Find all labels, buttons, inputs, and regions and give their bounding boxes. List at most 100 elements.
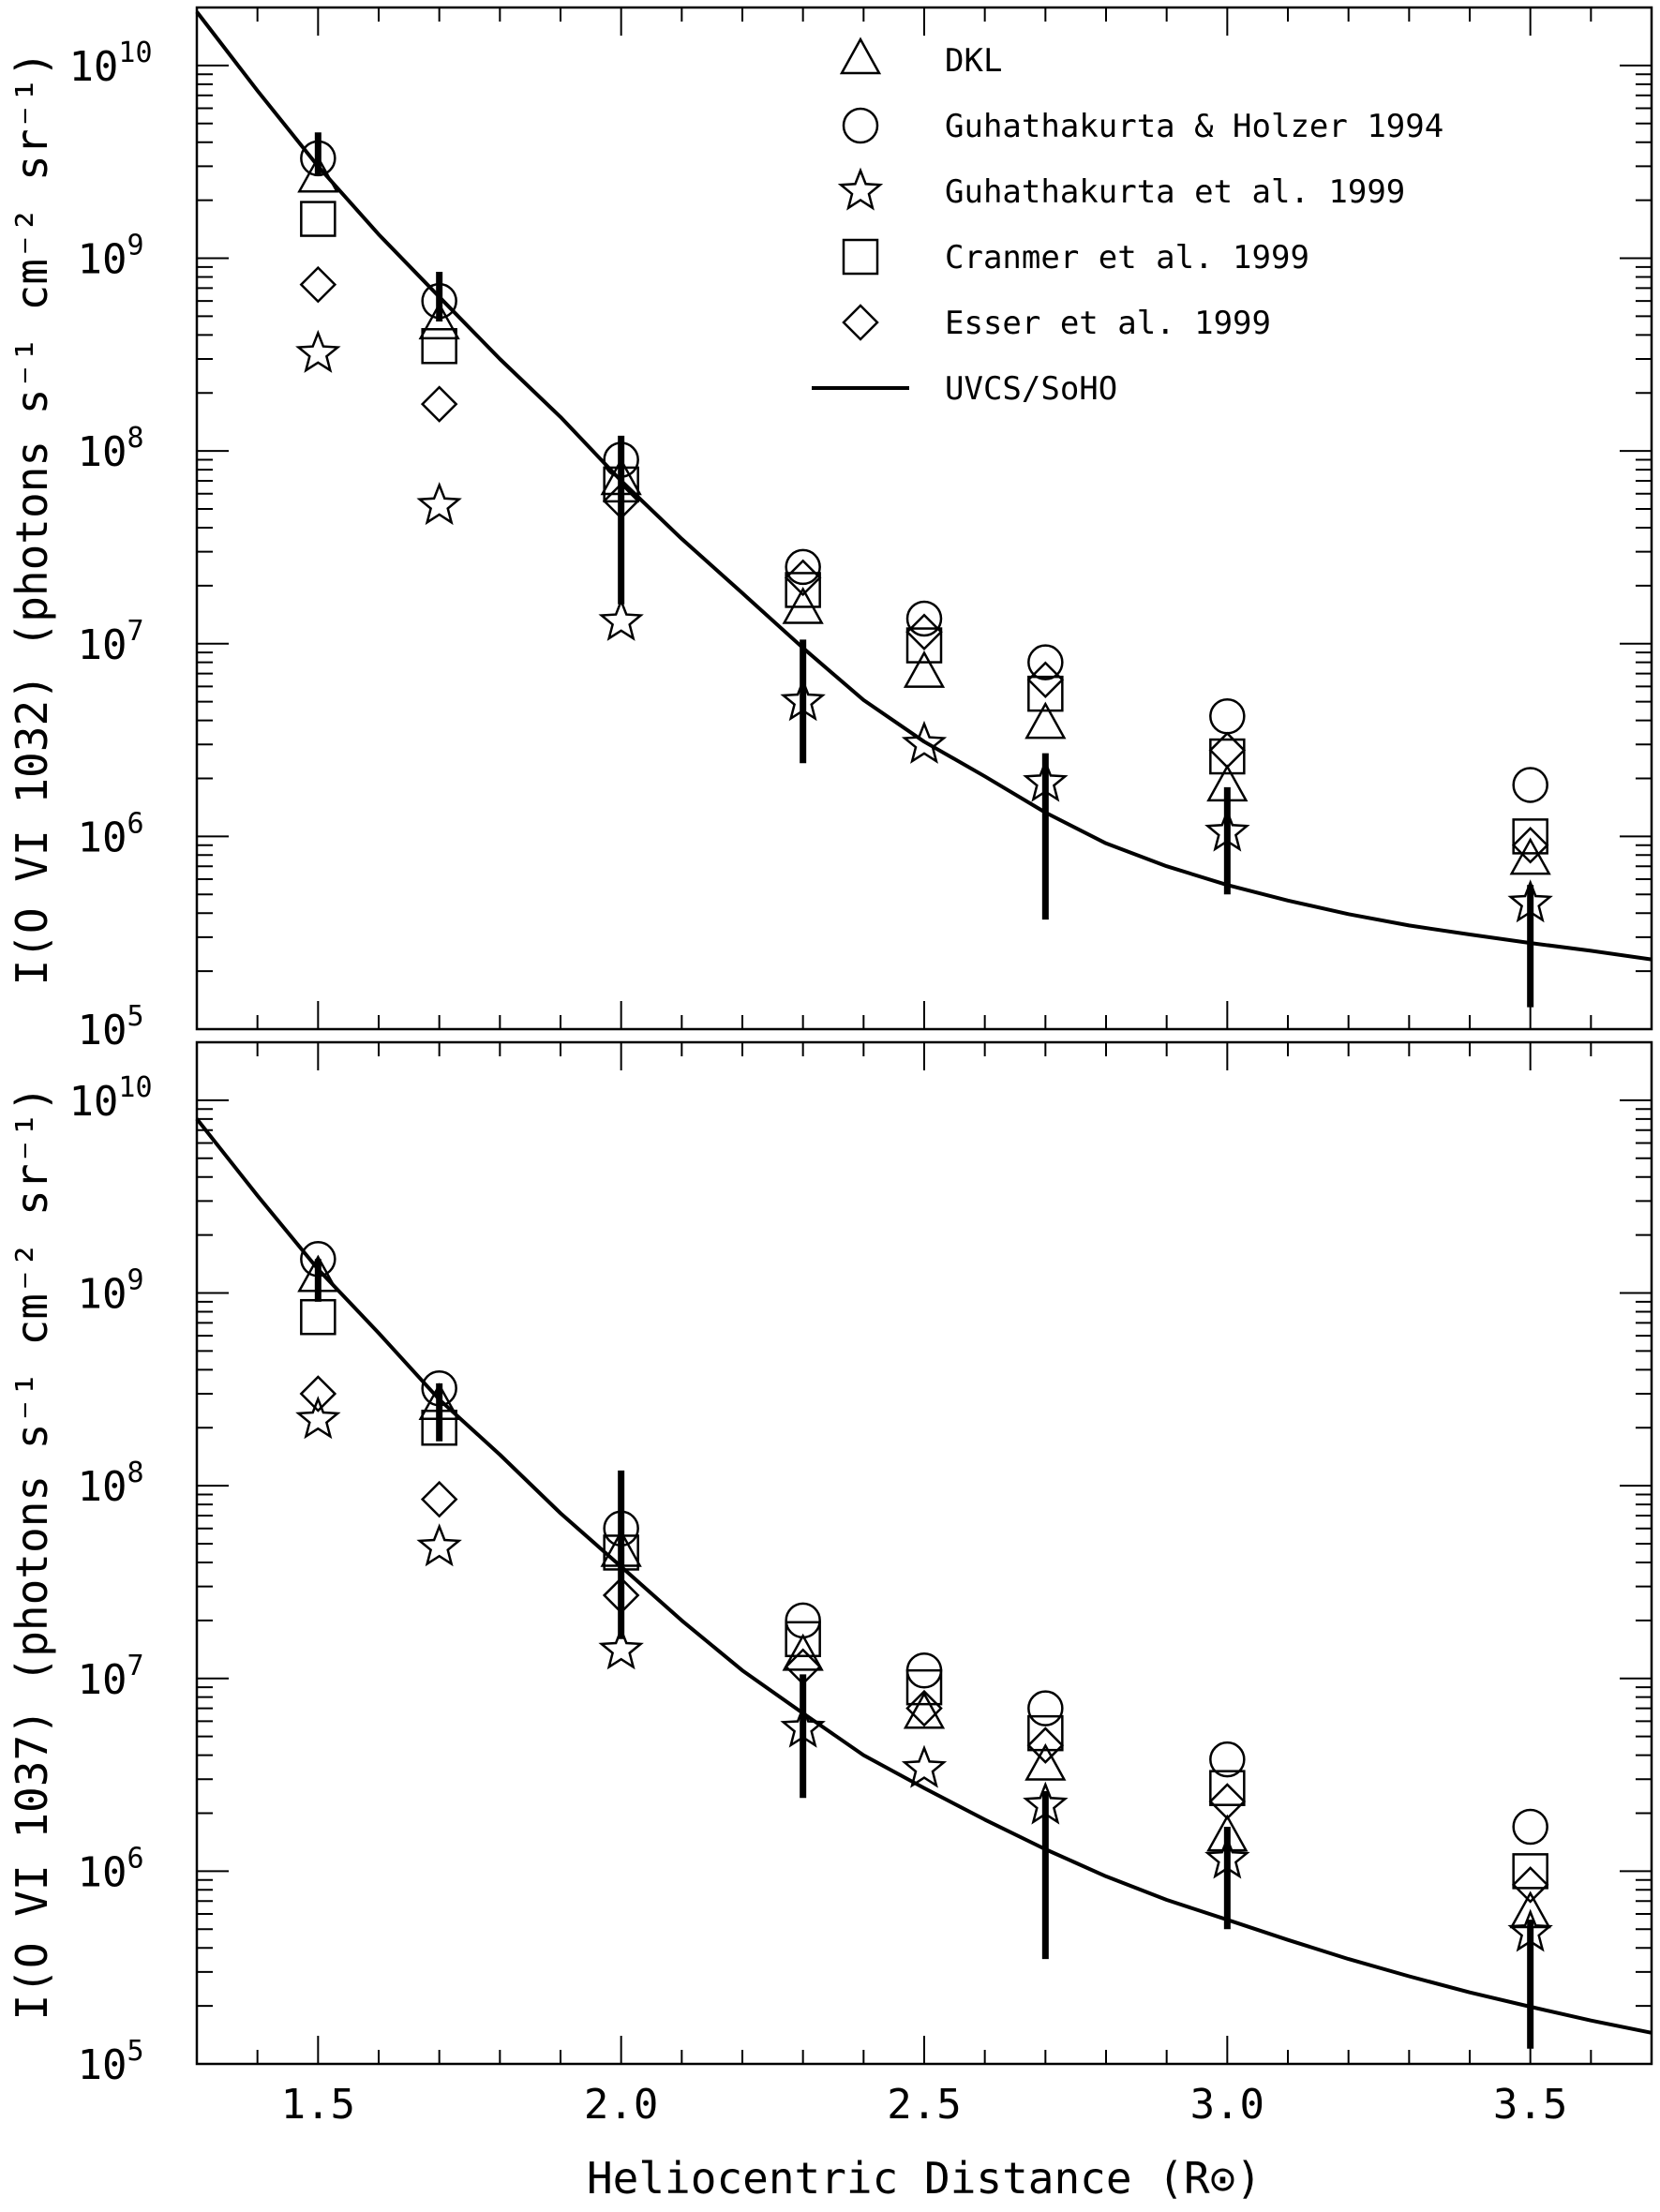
diamond-marker: [1511, 1866, 1549, 1904]
diamond-marker: [1208, 1783, 1247, 1820]
chart-panel-1: 1010 109 108 107 106 105 I(O VI 1032) (photons…: [7, 6, 1653, 1054]
y-tick-label: 106: [77, 1842, 143, 1896]
square-marker: [785, 1621, 821, 1658]
uvcs-soho-curve: [195, 1117, 1653, 2035]
diamond-marker: [905, 1689, 943, 1727]
star-marker: [901, 1744, 948, 1788]
legend-circle-icon: [842, 107, 879, 144]
circle-marker: [1209, 697, 1246, 735]
y-axis-label: I(O VI 1037) (photons s⁻¹ cm⁻² sr⁻¹): [7, 1086, 57, 2021]
star-marker: [780, 678, 826, 722]
legend-star-icon: [837, 167, 884, 211]
triangle-marker: [1509, 1891, 1551, 1929]
square-marker: [905, 627, 943, 664]
y-tick-label: 109: [77, 230, 143, 284]
square-marker: [603, 466, 639, 503]
legend-label: UVCS/SoHO: [945, 370, 1117, 408]
y-tick-label: 109: [77, 1264, 143, 1319]
circle-marker: [603, 1510, 639, 1547]
legend-triangle-icon: [839, 37, 882, 75]
square-marker: [1027, 675, 1064, 712]
star-marker: [416, 1523, 462, 1567]
y-tick-label: 107: [77, 1650, 143, 1704]
y-tick-label: 105: [77, 1000, 143, 1054]
legend: DKL Guhathakurta & Holzer 1994 Guhathakurt…: [812, 37, 1443, 408]
plot-frame: [195, 6, 1653, 1031]
circle-marker: [1512, 767, 1548, 803]
star-marker: [780, 1704, 826, 1748]
circle-marker: [300, 1241, 336, 1278]
star-marker: [295, 1396, 341, 1440]
star-marker: [1204, 808, 1250, 852]
circle-marker: [905, 600, 943, 637]
circle-marker: [421, 1370, 457, 1407]
x-tick-label: 3.5: [1493, 2081, 1567, 2129]
star-marker: [1023, 758, 1069, 802]
square-marker: [1027, 1714, 1064, 1752]
star-marker: [295, 329, 341, 373]
y-axis-label: I(O VI 1032) (photons s⁻¹ cm⁻² sr⁻¹): [7, 52, 57, 986]
legend-label: DKL: [945, 42, 1002, 80]
star-marker: [1507, 879, 1553, 923]
legend-diamond-icon: [842, 304, 879, 341]
triangle-marker: [1206, 764, 1249, 802]
square-marker: [421, 328, 457, 365]
diamond-marker: [905, 613, 943, 651]
chart-panel-2: 1010 109 108 107 106 105 1.5 2.0 2.5 3.0 3.5 I(O VI…: [7, 1040, 1653, 2204]
diamond-marker: [420, 1480, 458, 1518]
triangle-marker: [1024, 1742, 1067, 1781]
circle-marker: [1027, 1690, 1064, 1726]
triangle-marker: [903, 650, 946, 688]
diamond-marker: [299, 1375, 337, 1412]
star-marker: [598, 1626, 644, 1670]
triangle-marker: [782, 1633, 824, 1671]
y-tick-label: 108: [77, 422, 143, 476]
square-marker: [603, 1534, 639, 1571]
circle-marker: [1209, 1741, 1246, 1778]
triangle-marker: [1509, 837, 1551, 875]
x-tick-label: 1.5: [281, 2081, 355, 2129]
star-marker: [598, 597, 644, 641]
circle-marker: [1027, 644, 1064, 680]
star-marker: [1023, 1781, 1069, 1825]
square-marker: [1512, 1853, 1548, 1890]
y-tick-label: 106: [77, 807, 143, 861]
triangle-marker: [600, 457, 642, 496]
triangle-marker: [1206, 1814, 1249, 1852]
y-tick-label: 108: [77, 1457, 143, 1511]
diamond-marker: [1026, 1726, 1065, 1764]
legend-label: Guhathakurta & Holzer 1994: [945, 108, 1443, 145]
legend-label: Cranmer et al. 1999: [945, 239, 1309, 276]
square-marker: [1209, 738, 1246, 775]
square-marker: [785, 572, 821, 608]
x-tick-label: 2.0: [584, 2081, 658, 2129]
star-marker: [1507, 1908, 1553, 1952]
triangle-marker: [297, 155, 339, 193]
y-tick-label: 1010: [68, 37, 152, 91]
square-marker: [905, 1668, 943, 1706]
y-tick-label: 1010: [68, 1071, 152, 1126]
diamond-marker: [299, 265, 337, 304]
star-marker: [901, 720, 948, 764]
circle-marker: [1512, 1808, 1548, 1846]
diamond-marker: [602, 482, 640, 520]
x-tick-label: 2.5: [887, 2081, 961, 2129]
square-marker: [300, 1298, 336, 1336]
x-tick-label: 3.0: [1190, 2081, 1264, 2129]
diamond-marker: [1511, 827, 1549, 864]
legend-label: Guhathakurta et al. 1999: [945, 173, 1405, 211]
triangle-marker: [1024, 701, 1067, 740]
circle-marker: [300, 140, 336, 177]
diamond-marker: [784, 559, 822, 597]
diamond-marker: [602, 1577, 640, 1614]
y-tick-label: 107: [77, 615, 143, 669]
square-marker: [1512, 818, 1548, 855]
diamond-marker: [420, 385, 458, 423]
square-marker: [300, 201, 336, 237]
star-marker: [1204, 1835, 1250, 1879]
triangle-marker: [418, 302, 460, 340]
circle-marker: [421, 282, 457, 320]
triangle-marker: [600, 1529, 642, 1567]
circle-marker: [785, 1602, 821, 1639]
